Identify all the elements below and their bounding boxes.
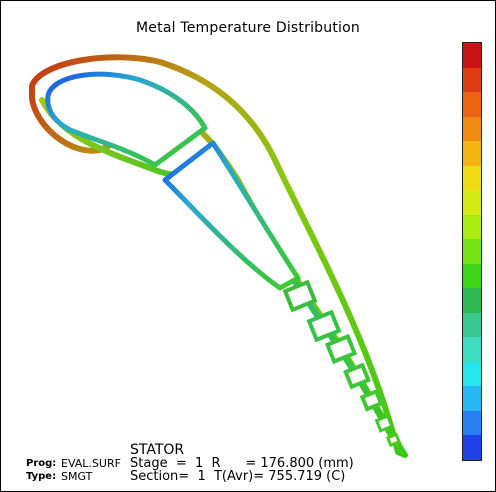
colorbar-band	[463, 337, 481, 362]
colorbar-band	[463, 92, 481, 117]
temperature-color-scale	[462, 42, 482, 461]
trailing-cavity-4	[343, 362, 371, 390]
colorbar-band	[463, 165, 481, 191]
stage-radius-line: Stage = 1 R = 176.800 (mm)	[130, 456, 354, 471]
colorbar-band	[463, 288, 481, 313]
colorbar-band	[463, 190, 481, 215]
diagram-title: Metal Temperature Distribution	[136, 20, 360, 36]
colorbar-band	[463, 67, 481, 93]
leading-edge-cavity	[45, 71, 208, 168]
component-label: STATOR	[130, 442, 185, 458]
trailing-cavity-2	[306, 309, 342, 343]
type-value: SMGT	[61, 470, 93, 483]
colorbar-band	[463, 116, 481, 142]
trailing-cavity-7	[385, 432, 402, 448]
colorbar-band	[463, 43, 481, 68]
colorbar-band	[463, 386, 481, 411]
prog-value: EVAL.SURF	[61, 457, 121, 470]
trailing-cavity-5	[359, 388, 384, 412]
colorbar-band	[463, 435, 481, 460]
colorbar-band	[463, 239, 481, 264]
section-temperature-line: Section= 1 T(Avr)= 755.719 (C)	[130, 469, 346, 484]
trailing-cavity-1	[282, 279, 318, 313]
colorbar-band	[463, 141, 481, 166]
trailing-cavity-3	[324, 333, 358, 365]
type-label: Type:	[26, 471, 57, 482]
prog-label: Prog:	[26, 458, 57, 469]
colorbar-band	[463, 410, 481, 436]
colorbar-band	[463, 361, 481, 387]
mid-cavity	[162, 140, 301, 291]
trailing-cavity-6	[374, 414, 394, 433]
colorbar-band	[463, 214, 481, 240]
colorbar-band	[463, 312, 481, 338]
colorbar-band	[463, 263, 481, 289]
